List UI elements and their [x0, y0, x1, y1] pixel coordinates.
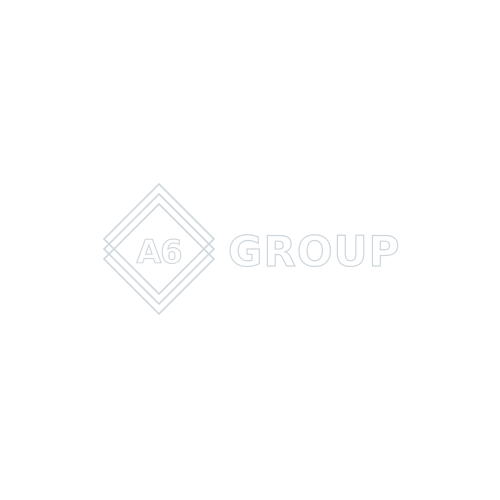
diamond-outline-middle: [102, 192, 216, 306]
diamond-outline-front: [102, 202, 216, 316]
a6-group-logo: A6 GROUP: [96, 176, 400, 322]
diamond-outline-back: [102, 182, 216, 296]
stacked-diamond-icon: [102, 182, 216, 316]
logo-graphic: A6 GROUP: [102, 182, 400, 316]
logo-wordmark: GROUP: [228, 227, 400, 276]
logo-mark-text: A6: [136, 233, 181, 271]
